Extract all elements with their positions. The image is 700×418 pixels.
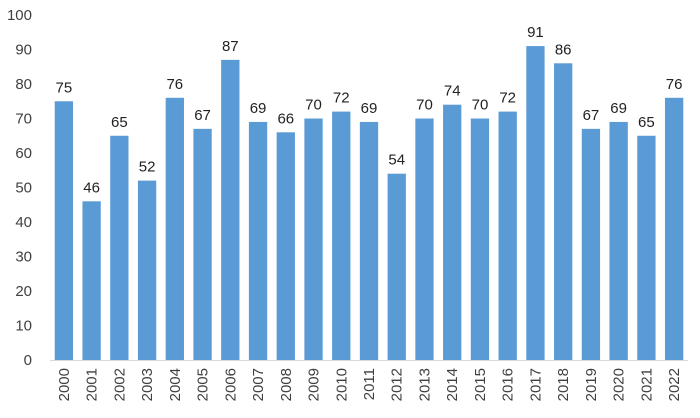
x-tick-label: 2000 (56, 368, 73, 401)
bar (526, 46, 545, 361)
bar (82, 201, 101, 360)
y-tick-label: 70 (15, 111, 32, 128)
bar (137, 180, 157, 360)
bar (498, 111, 517, 360)
data-label: 70 (305, 97, 322, 114)
bar (359, 121, 379, 360)
bar (415, 118, 434, 360)
x-tick-label: 2020 (611, 368, 628, 401)
y-tick-label: 0 (24, 352, 32, 369)
bar (248, 121, 268, 360)
x-tick-label: 2021 (638, 368, 655, 401)
data-label: 54 (388, 152, 405, 169)
data-label: 91 (527, 24, 544, 41)
bar (443, 104, 462, 360)
bar-series (54, 46, 684, 361)
data-label: 65 (111, 114, 128, 131)
bar (165, 97, 184, 361)
data-label: 70 (416, 97, 433, 114)
bar (664, 97, 684, 361)
x-tick-label: 2008 (278, 368, 295, 401)
data-labels: 75 46 65 52 76 67 87 69 66 70 72 69 54 70 74 70 72 91 86 67… (56, 24, 683, 196)
x-tick-label: 2010 (333, 368, 350, 401)
x-tick-label: 2003 (139, 368, 156, 401)
y-tick-label: 30 (15, 249, 32, 266)
y-tick-label: 50 (15, 180, 32, 197)
x-tick-label: 2012 (389, 368, 406, 401)
bar (554, 63, 573, 361)
data-label: 67 (583, 107, 600, 124)
y-tick-label: 20 (15, 283, 32, 300)
bar (193, 128, 212, 360)
data-label: 72 (499, 90, 516, 107)
y-tick-label: 10 (15, 318, 32, 335)
data-label: 72 (333, 90, 350, 107)
data-label: 76 (666, 76, 683, 93)
x-tick-label: 2019 (583, 368, 600, 401)
x-tick-label: 2011 (361, 368, 378, 400)
data-label: 46 (83, 179, 100, 196)
bar (387, 173, 406, 360)
data-label: 67 (194, 107, 211, 124)
x-tick-label: 2005 (195, 368, 212, 401)
x-tick-label: 2002 (111, 368, 128, 401)
x-tick-label: 2018 (555, 368, 572, 401)
data-label: 87 (222, 38, 239, 55)
y-tick-label: 90 (15, 42, 32, 59)
x-tick-label: 2014 (444, 368, 461, 401)
data-label: 74 (444, 83, 461, 100)
x-tick-label: 2006 (222, 368, 239, 401)
x-axis-ticks: 2000 2001 2002 2003 2004 2005 2006 2007 2008 2009… (56, 368, 683, 401)
data-label: 76 (166, 76, 183, 93)
data-label: 66 (277, 110, 294, 127)
x-tick-label: 2013 (416, 368, 433, 401)
data-label: 65 (638, 114, 655, 131)
bar (276, 132, 295, 360)
x-tick-label: 2022 (666, 368, 683, 401)
x-tick-label: 2009 (306, 368, 323, 401)
x-tick-label: 2004 (167, 368, 184, 401)
bar (581, 128, 601, 360)
data-label: 69 (361, 100, 378, 117)
bar (221, 59, 240, 360)
data-label: 86 (555, 41, 572, 58)
y-axis-ticks: 0 10 20 30 40 50 60 70 80 90 100 (7, 7, 32, 369)
y-tick-label: 40 (15, 214, 32, 231)
bar (54, 101, 74, 360)
x-tick-label: 2007 (250, 368, 267, 401)
y-tick-label: 100 (7, 7, 32, 24)
data-label: 75 (56, 79, 73, 96)
bar (332, 111, 351, 360)
data-label: 70 (472, 97, 489, 114)
y-tick-label: 80 (15, 76, 32, 93)
x-tick-label: 2016 (500, 368, 517, 401)
data-label: 69 (610, 100, 627, 117)
bar (609, 121, 628, 360)
x-tick-label: 2001 (84, 368, 101, 401)
bar (470, 118, 490, 360)
bar (110, 135, 129, 360)
bar (304, 118, 323, 360)
bar (637, 135, 656, 360)
x-tick-label: 2017 (527, 368, 544, 401)
y-tick-label: 60 (15, 145, 32, 162)
x-tick-label: 2015 (472, 368, 489, 401)
data-label: 69 (250, 100, 267, 117)
data-label: 52 (139, 159, 156, 176)
